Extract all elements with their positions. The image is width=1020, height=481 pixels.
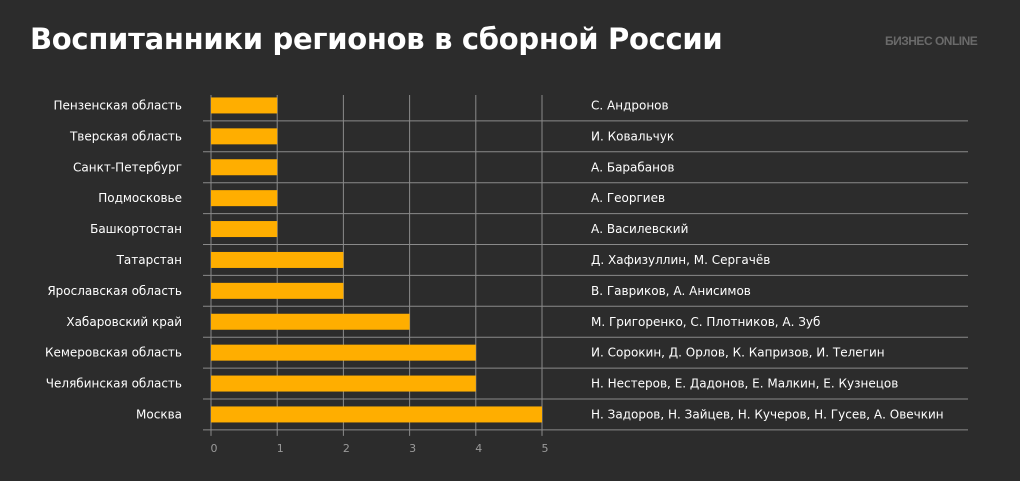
bar [211,344,476,361]
player-names-label: А. Барабанов [591,160,674,174]
page-title: Воспитанники регионов в сборной России [30,22,723,56]
x-tick-label: 3 [409,442,416,455]
bar [211,97,278,114]
brand-logo: БИЗНЕС ONLINE [885,34,978,48]
category-label: Тверская область [69,129,182,143]
x-tick-label: 0 [211,442,218,455]
bar [211,375,476,392]
bar [211,221,278,238]
player-names-label: А. Георгиев [591,191,665,205]
category-label: Санкт-Петербург [73,160,182,174]
category-label: Москва [136,407,182,421]
category-label: Башкортостан [90,222,182,236]
player-names-label: И. Сорокин, Д. Орлов, К. Капризов, И. Те… [591,346,885,360]
player-names-label: И. Ковальчук [591,129,674,143]
player-names-label: Д. Хафизуллин, М. Сергачёв [591,253,770,267]
x-tick-label: 5 [542,442,549,455]
bar [211,190,278,207]
bar [211,128,278,145]
bar [211,406,542,423]
category-label: Ярославская область [47,284,182,298]
player-names-label: А. Василевский [591,222,688,236]
player-names-label: М. Григоренко, С. Плотников, А. Зуб [591,315,820,329]
category-label: Пензенская область [53,98,182,112]
category-label: Челябинская область [46,377,182,391]
bar [211,282,344,299]
category-label: Подмосковье [98,191,182,205]
player-names-label: Н. Нестеров, Е. Дадонов, Е. Малкин, Е. К… [591,377,898,391]
x-tick-label: 1 [277,442,284,455]
bar [211,159,278,176]
player-names-label: Н. Задоров, Н. Зайцев, Н. Кучеров, Н. Гу… [591,407,944,421]
x-tick-label: 2 [343,442,350,455]
player-names-label: С. Андронов [591,98,669,112]
category-label: Хабаровский край [66,315,182,329]
player-names-label: В. Гавриков, А. Анисимов [591,284,751,298]
x-tick-label: 4 [475,442,482,455]
bar [211,251,344,268]
category-label: Татарстан [116,253,182,267]
category-label: Кемеровская область [45,346,182,360]
bar [211,313,410,330]
